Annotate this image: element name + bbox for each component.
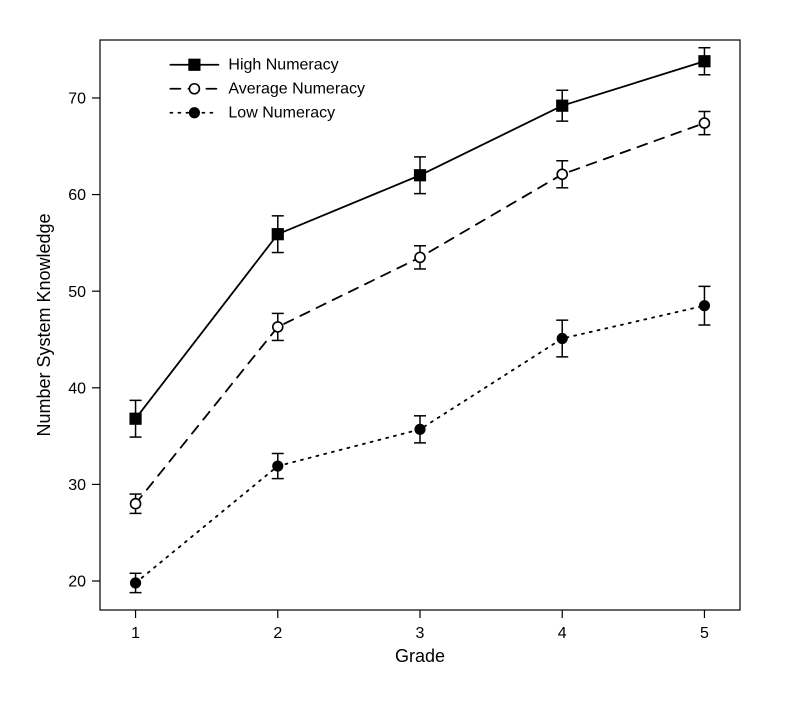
x-axis-label: Grade <box>395 646 445 666</box>
x-tick-label: 2 <box>273 625 282 642</box>
legend-label: Low Numeracy <box>228 105 335 122</box>
chart-container: 1 2 3 4 5 20 30 40 50 60 70 Grade Number System Know… <box>0 0 792 702</box>
x-tick-label: 4 <box>558 625 567 642</box>
x-tick-label: 1 <box>131 625 140 642</box>
line-chart: 1 2 3 4 5 20 30 40 50 60 70 Grade Number System Know… <box>0 0 792 702</box>
y-tick-label: 40 <box>68 380 86 397</box>
legend-label: High Numeracy <box>228 57 338 74</box>
legend-label: Average Numeracy <box>228 81 365 98</box>
y-tick-label: 70 <box>68 91 86 108</box>
x-tick-label: 3 <box>416 625 425 642</box>
y-axis-label: Number System Knowledge <box>34 213 54 436</box>
y-tick-label: 20 <box>68 574 86 591</box>
y-tick-label: 50 <box>68 284 86 301</box>
x-tick-label: 5 <box>700 625 709 642</box>
y-tick-label: 30 <box>68 477 86 494</box>
y-tick-label: 60 <box>68 187 86 204</box>
